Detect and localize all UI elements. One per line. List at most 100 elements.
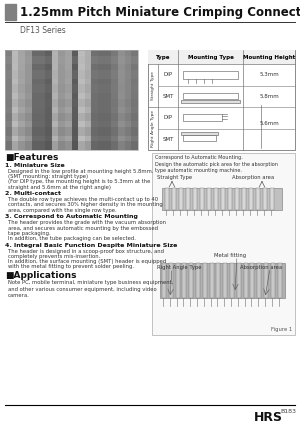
Text: (SMT mounting: straight type): (SMT mounting: straight type) <box>8 174 88 179</box>
Text: Type: Type <box>156 54 170 60</box>
Text: straight and 5.6mm at the right angle): straight and 5.6mm at the right angle) <box>8 184 111 190</box>
Bar <box>58 50 65 150</box>
Bar <box>223 263 227 298</box>
Text: The double row type achieves the multi-contact up to 40: The double row type achieves the multi-c… <box>8 197 158 202</box>
Bar <box>183 71 238 79</box>
Bar <box>162 263 166 298</box>
Bar <box>210 263 214 298</box>
Bar <box>193 188 197 210</box>
Bar <box>183 93 238 99</box>
Bar <box>18 50 25 150</box>
Text: HRS: HRS <box>254 411 283 424</box>
Bar <box>12 50 18 150</box>
Bar <box>186 188 190 210</box>
Bar <box>244 263 248 298</box>
Bar <box>5 50 12 150</box>
Bar <box>165 188 169 210</box>
Text: DIP: DIP <box>164 115 172 120</box>
Text: SMT: SMT <box>162 94 174 99</box>
Bar <box>5 4 16 20</box>
Text: area, compared with the single row type.: area, compared with the single row type. <box>8 208 117 212</box>
Bar <box>32 50 38 150</box>
Bar <box>221 188 225 210</box>
Text: SMT: SMT <box>162 137 174 142</box>
Bar <box>78 50 85 150</box>
Bar <box>5 127 138 136</box>
Text: Designed in the low profile at mounting height 5.8mm.: Designed in the low profile at mounting … <box>8 169 154 174</box>
Bar <box>172 188 176 210</box>
Bar <box>235 188 239 210</box>
Bar <box>176 263 180 298</box>
Text: In addition, the tube packaging can be selected.: In addition, the tube packaging can be s… <box>8 236 136 241</box>
Text: Right Angle Type: Right Angle Type <box>157 265 202 270</box>
Text: Mounting Type: Mounting Type <box>188 54 233 60</box>
Bar <box>5 84 138 93</box>
Bar <box>228 188 232 210</box>
Text: DIP: DIP <box>164 72 172 77</box>
Bar <box>5 99 138 107</box>
Bar <box>182 263 186 298</box>
Text: The header is designed in a scoop-proof box structure, and: The header is designed in a scoop-proof … <box>8 249 164 254</box>
Bar <box>92 50 98 150</box>
Bar <box>278 263 282 298</box>
Text: completely prevents mis-insertion.: completely prevents mis-insertion. <box>8 254 100 259</box>
Text: 5.6mm: 5.6mm <box>259 121 279 126</box>
Text: area, and secures automatic mounting by the embossed: area, and secures automatic mounting by … <box>8 226 158 231</box>
Bar <box>5 56 138 64</box>
Bar <box>65 50 71 150</box>
Text: Metal fitting: Metal fitting <box>214 253 246 258</box>
Text: ■Features: ■Features <box>5 153 58 162</box>
Text: 2. Multi-contact: 2. Multi-contact <box>5 191 61 196</box>
Text: Absorption area: Absorption area <box>232 175 274 180</box>
Bar <box>85 50 92 150</box>
Bar <box>52 50 58 150</box>
Bar <box>5 142 138 150</box>
Text: In addition, the surface mounting (SMT) header is equipped: In addition, the surface mounting (SMT) … <box>8 259 166 264</box>
Bar <box>45 50 52 150</box>
Bar <box>216 263 220 298</box>
Text: Straight Type: Straight Type <box>151 71 155 100</box>
Text: Mounting Height: Mounting Height <box>243 54 295 60</box>
Text: DF13 Series: DF13 Series <box>20 26 66 35</box>
Text: 5.8mm: 5.8mm <box>259 94 279 99</box>
Bar <box>207 188 211 210</box>
Bar <box>5 70 138 79</box>
Bar <box>179 188 183 210</box>
Bar <box>196 263 200 298</box>
Bar <box>214 188 218 210</box>
Bar <box>183 135 216 141</box>
Text: Right Angle Type: Right Angle Type <box>151 110 155 147</box>
Bar <box>242 188 246 210</box>
Text: 1. Miniature Size: 1. Miniature Size <box>5 163 65 168</box>
Text: with the metal fitting to prevent solder peeling.: with the metal fitting to prevent solder… <box>8 264 134 269</box>
Bar <box>203 263 207 298</box>
Text: 1.25mm Pitch Miniature Crimping Connector: 1.25mm Pitch Miniature Crimping Connecto… <box>20 6 300 19</box>
Bar <box>181 132 218 135</box>
Bar <box>263 188 267 210</box>
Bar <box>249 188 253 210</box>
Bar <box>271 263 275 298</box>
Text: (For DIP type, the mounting height is to 5.3mm at the: (For DIP type, the mounting height is to… <box>8 179 150 184</box>
Bar <box>148 50 295 150</box>
Text: contacts, and secures 30% higher density in the mounting: contacts, and secures 30% higher density… <box>8 202 163 207</box>
Bar <box>162 188 282 210</box>
Text: 3. Correspond to Automatic Mounting: 3. Correspond to Automatic Mounting <box>5 214 138 219</box>
Bar <box>237 263 241 298</box>
Bar <box>111 50 118 150</box>
Bar <box>169 263 173 298</box>
Bar <box>230 263 234 298</box>
Bar <box>264 263 268 298</box>
Bar <box>38 50 45 150</box>
Bar <box>25 50 32 150</box>
Bar <box>98 50 105 150</box>
Bar <box>152 153 295 335</box>
Text: Correspond to Automatic Mounting.
Design the automatic pick area for the absorpt: Correspond to Automatic Mounting. Design… <box>155 155 278 173</box>
Bar <box>148 50 295 64</box>
Bar <box>257 263 261 298</box>
Bar <box>125 50 131 150</box>
Text: Absorption area: Absorption area <box>240 265 282 270</box>
Text: 5.3mm: 5.3mm <box>259 72 279 77</box>
Bar <box>118 50 125 150</box>
Text: Note PC, mobile terminal, miniature type business equipment,
and other various c: Note PC, mobile terminal, miniature type… <box>8 280 173 298</box>
Text: The header provides the grade with the vacuum absorption: The header provides the grade with the v… <box>8 221 166 225</box>
